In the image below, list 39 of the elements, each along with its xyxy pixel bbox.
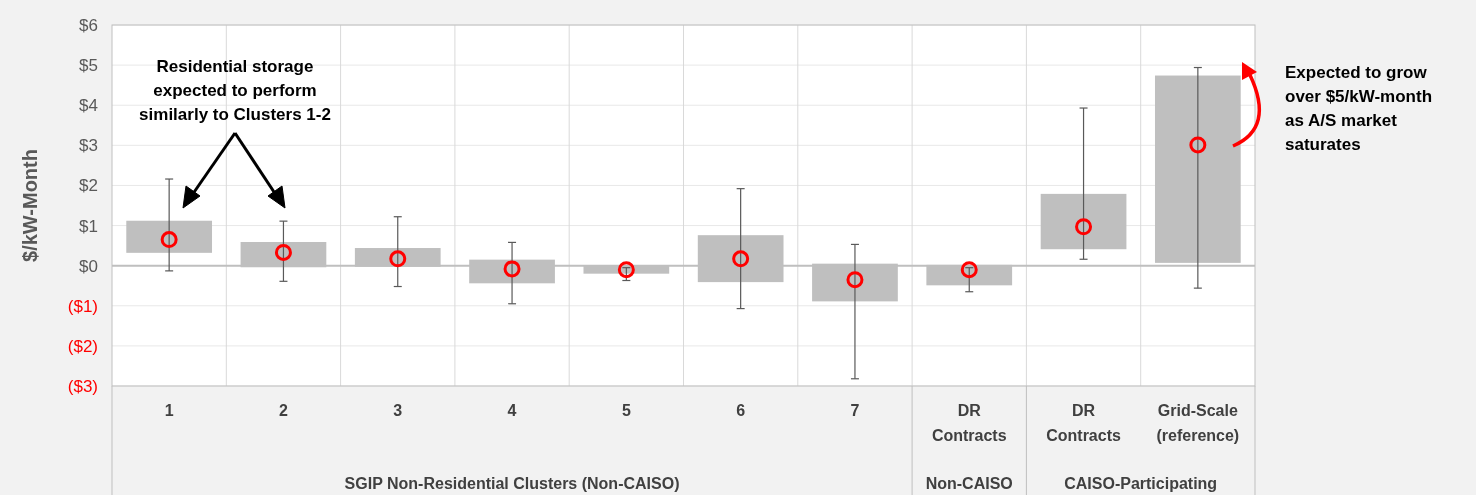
point (732, 250, 750, 268)
x-tick-label: 4 (507, 402, 517, 419)
point (846, 271, 864, 289)
annotation: Residential storage expected to perform similarly to Clusters 1-2 (139, 57, 331, 124)
text: SGIP Non-Residential Clusters (Non-CAISO) (344, 475, 680, 492)
bar (1154, 75, 1241, 263)
point (617, 261, 635, 279)
text: Non-CAISO (925, 475, 1013, 492)
y-tick-label: ($3) (67, 376, 98, 396)
y-tick-label: $3 (79, 136, 98, 156)
point (960, 261, 978, 279)
y-tick-label: $5 (79, 56, 98, 76)
point (160, 231, 178, 249)
point (503, 260, 521, 278)
y-tick-label: ($2) (67, 336, 98, 356)
x-tick-label: 2 (279, 402, 288, 419)
point (389, 250, 407, 268)
text: CAISO-Participating (1064, 475, 1218, 492)
x-tick-label: DR Contracts (931, 402, 1007, 444)
bar (1040, 193, 1127, 250)
y-axis-title: $/kW-Month (19, 149, 41, 262)
y-tick-label: $6 (79, 15, 98, 35)
x-tick-label: 6 (736, 402, 746, 419)
point (1075, 218, 1093, 236)
point (274, 243, 292, 261)
y-tick-label: ($1) (67, 296, 98, 316)
text: Expected to grow over $5/kW-month as A/S market saturates (1285, 63, 1433, 154)
point (1189, 136, 1207, 154)
y-tick-label: $0 (79, 256, 98, 276)
x-tick-label: DR Contracts (1046, 402, 1121, 444)
bar (126, 220, 213, 253)
y-tick-label: $1 (79, 216, 98, 236)
x-tick-label: 7 (850, 402, 860, 419)
x-tick-label: 3 (393, 402, 403, 419)
y-tick-label: $4 (79, 96, 98, 116)
y-tick-label: $2 (79, 176, 98, 196)
x-tick-label: Grid-Scale (reference) (1156, 402, 1240, 444)
x-tick-label: 1 (164, 402, 174, 419)
x-tick-label: 5 (621, 402, 631, 419)
